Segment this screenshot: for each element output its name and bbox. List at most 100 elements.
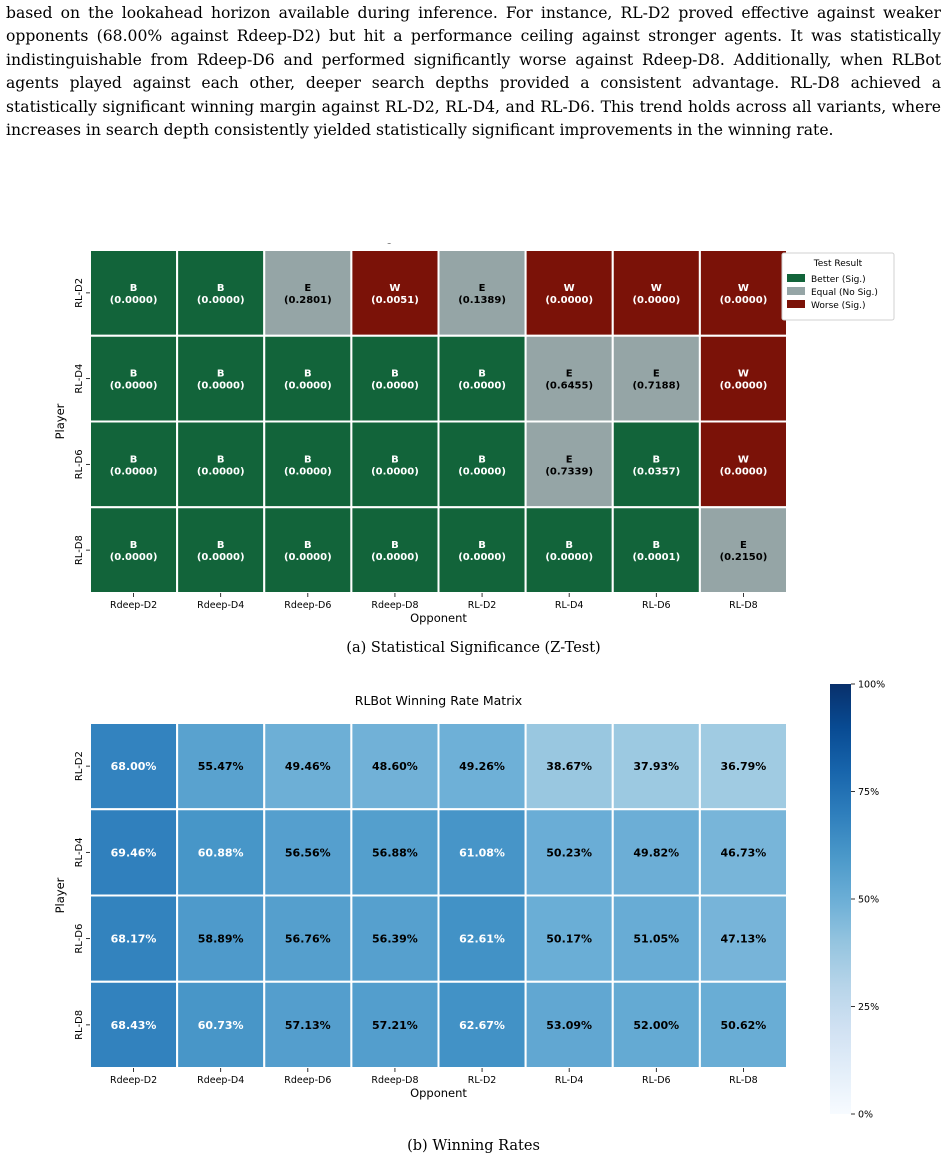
- cell-pvalue-label: (0.0000): [458, 381, 506, 392]
- cell-value-label: 57.13%: [285, 1019, 331, 1032]
- heatmap-cell: [350, 808, 440, 897]
- heatmap-cell: [524, 980, 614, 1069]
- cell-value-label: 47.13%: [721, 933, 767, 946]
- cell-pvalue-label: (0.0000): [284, 552, 332, 563]
- x-tick-label: RL-D4: [555, 600, 584, 611]
- cell-result-label: B: [130, 369, 138, 380]
- y-tick-label: RL-D6: [74, 924, 85, 954]
- heatmap-cell: [263, 808, 353, 897]
- cell-result-label: B: [653, 454, 661, 465]
- cell-pvalue-label: (0.0000): [284, 466, 332, 477]
- cell-pvalue-label: (0.0000): [197, 381, 245, 392]
- heatmap-cell: [611, 334, 701, 423]
- cell-pvalue-label: (0.0000): [284, 381, 332, 392]
- cell-value-label: 37.93%: [633, 760, 679, 773]
- heatmap-cell: [698, 249, 788, 337]
- y-tick-label: RL-D8: [74, 1010, 85, 1040]
- cell-pvalue-label: (0.0000): [197, 295, 245, 306]
- heatmap-cell: [89, 249, 179, 337]
- heatmap-cell: [437, 420, 527, 509]
- cell-result-label: B: [304, 369, 312, 380]
- heatmap-cell: [524, 506, 614, 594]
- heatmap-cell: [524, 334, 614, 423]
- cell-pvalue-label: (0.0000): [110, 466, 158, 477]
- colorbar-tick-label: 100%: [858, 680, 885, 691]
- cell-result-label: B: [391, 369, 399, 380]
- x-tick-label: RL-D2: [468, 1075, 497, 1086]
- y-tick-label: RL-D2: [74, 751, 85, 781]
- cell-result-label: W: [738, 454, 749, 465]
- heatmap-cell: [611, 980, 701, 1069]
- x-tick-label: RL-D8: [729, 1075, 758, 1086]
- colorbar-tick-label: 75%: [858, 787, 879, 798]
- cell-value-label: 68.17%: [111, 933, 157, 946]
- cell-value-label: 68.00%: [111, 760, 157, 773]
- legend-swatch-B: [787, 274, 805, 282]
- legend-title: Test Result: [813, 259, 863, 269]
- heatmap-cell: [263, 722, 353, 811]
- x-tick-label: Rdeep-D4: [197, 1075, 244, 1086]
- cell-value-label: 61.08%: [459, 846, 505, 859]
- cell-value-label: 38.67%: [546, 760, 592, 773]
- heatmap-cell: [611, 894, 701, 983]
- heatmap-cell: [89, 980, 179, 1069]
- cell-pvalue-label: (0.7339): [545, 466, 593, 477]
- heatmap-cell: [524, 894, 614, 983]
- cell-result-label: B: [304, 454, 312, 465]
- caption-a: (a) Statistical Significance (Z-Test): [346, 640, 601, 656]
- cell-result-label: B: [478, 454, 486, 465]
- cell-result-label: W: [738, 369, 749, 380]
- x-tick-label: RL-D2: [468, 600, 497, 611]
- heatmap-cell: [89, 506, 179, 594]
- y-tick-label: RL-D4: [74, 364, 85, 394]
- x-tick-label: Rdeep-D8: [371, 600, 418, 611]
- cell-value-label: 68.43%: [111, 1019, 157, 1032]
- heatmap-cell: [611, 722, 701, 811]
- heatmap-cell: [698, 722, 788, 811]
- heatmap-cell: [611, 808, 701, 897]
- y-tick-label: RL-D6: [74, 449, 85, 479]
- cell-value-label: 50.17%: [546, 933, 592, 946]
- cell-result-label: B: [217, 454, 225, 465]
- heatmap-cell: [89, 722, 179, 811]
- colorbar-tick-label: 25%: [858, 1002, 879, 1013]
- x-tick-label: Rdeep-D6: [284, 600, 331, 611]
- cell-value-label: 49.46%: [285, 760, 331, 773]
- heatmap-cell: [437, 506, 527, 594]
- heatmap-cell: [524, 249, 614, 337]
- cell-result-label: B: [217, 283, 225, 294]
- cell-value-label: 52.00%: [633, 1019, 679, 1032]
- cell-pvalue-label: (0.0000): [458, 466, 506, 477]
- cell-result-label: E: [566, 454, 573, 465]
- cell-value-label: 36.79%: [721, 760, 767, 773]
- cell-result-label: B: [653, 540, 661, 551]
- significance-heatmap: RLBot Significance Matrix (Z-Test)B(0.00…: [53, 243, 895, 625]
- heatmap-cell: [350, 980, 440, 1069]
- x-tick-label: RL-D8: [729, 600, 758, 611]
- x-tick-label: Rdeep-D2: [110, 1075, 157, 1086]
- cell-pvalue-label: (0.0357): [632, 466, 680, 477]
- cell-value-label: 56.88%: [372, 846, 418, 859]
- cell-result-label: B: [130, 454, 138, 465]
- cell-result-label: E: [566, 369, 573, 380]
- cell-value-label: 51.05%: [633, 933, 679, 946]
- cell-value-label: 50.23%: [546, 846, 592, 859]
- caption-b: (b) Winning Rates: [407, 1138, 540, 1154]
- cell-pvalue-label: (0.1389): [458, 295, 506, 306]
- heatmap-cell: [698, 980, 788, 1069]
- heatmap-cell: [437, 808, 527, 897]
- heatmap-cell: [176, 249, 266, 337]
- chart-title: RLBot Significance Matrix (Z-Test): [334, 243, 544, 244]
- heatmap-cell: [263, 894, 353, 983]
- heatmap-cell: [611, 420, 701, 509]
- cell-value-label: 62.67%: [459, 1019, 505, 1032]
- cell-value-label: 49.82%: [633, 846, 679, 859]
- y-tick-label: RL-D2: [74, 278, 85, 308]
- cell-result-label: E: [304, 283, 311, 294]
- colorbar: [830, 684, 851, 1114]
- cell-pvalue-label: (0.0000): [371, 466, 419, 477]
- heatmap-cell: [176, 334, 266, 423]
- y-tick-label: RL-D8: [74, 535, 85, 565]
- x-axis-label: Opponent: [410, 611, 467, 625]
- cell-pvalue-label: (0.0000): [197, 466, 245, 477]
